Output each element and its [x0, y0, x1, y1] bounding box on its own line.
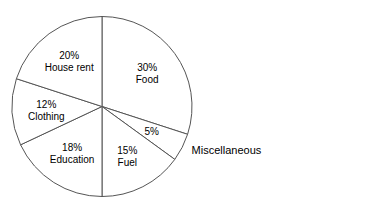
pie-slice — [102, 107, 175, 197]
slice-label: 18%Education — [50, 142, 94, 165]
category-label: Food — [136, 74, 159, 85]
chart-container: 30%Food 5% Miscellaneous 15%Fuel 18%Educatio… — [0, 0, 371, 213]
data-label: 12% — [36, 99, 56, 110]
data-label: 18% — [62, 142, 82, 153]
category-label: House rent — [45, 62, 94, 73]
slice-label: 15%Fuel — [117, 145, 137, 168]
data-label: 20% — [59, 50, 79, 61]
pie-group — [12, 17, 192, 197]
category-label: Clothing — [28, 111, 65, 122]
data-label: 15% — [117, 145, 137, 156]
slice-label: 20%House rent — [45, 50, 94, 73]
slice-label: 12%Clothing — [28, 99, 65, 122]
pie-slice — [21, 107, 102, 197]
slice-label: 5% — [144, 126, 159, 137]
slice-label: 30%Food — [136, 62, 159, 85]
category-label: Fuel — [118, 157, 137, 168]
outside-label: Miscellaneous — [192, 144, 262, 156]
category-label: Education — [50, 154, 94, 165]
pie-slice — [16, 17, 102, 107]
data-label: 30% — [137, 62, 157, 73]
labels: 30%Food 5% Miscellaneous 15%Fuel 18%Educatio… — [28, 50, 262, 168]
data-label: 5% — [144, 126, 159, 137]
chart-svg: 30%Food 5% Miscellaneous 15%Fuel 18%Educatio… — [0, 0, 371, 213]
slices — [12, 17, 192, 197]
